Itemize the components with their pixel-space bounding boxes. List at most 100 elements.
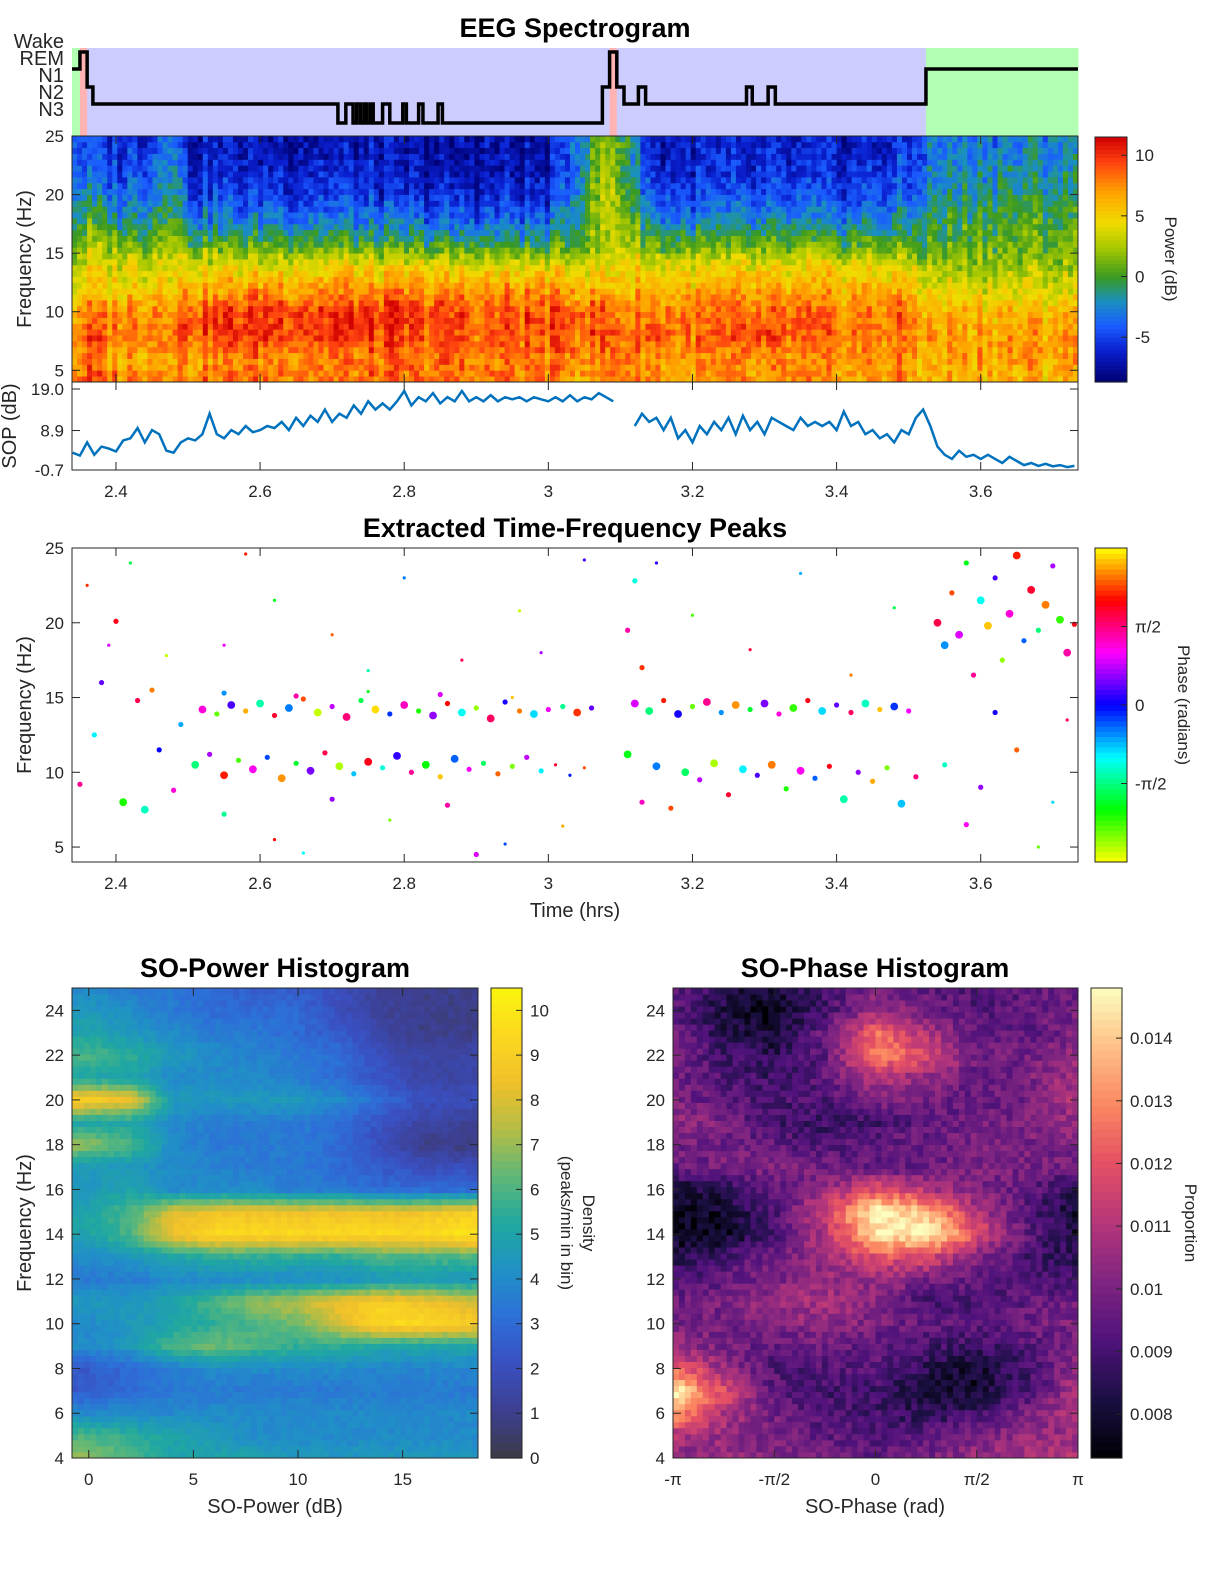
spectrogram-cell: [620, 358, 626, 365]
spectrogram-cell: [142, 364, 148, 371]
spectrogram-cell: [293, 188, 299, 195]
spectrogram-cell: [258, 264, 264, 272]
plot-layer: WakeREMN1N2N3510152025-50510-0.78.919.02…: [14, 31, 1173, 1489]
spectrogram-cell: [368, 206, 375, 213]
spectrogram-cell: [147, 165, 153, 172]
spectrogram-cell: [580, 206, 586, 213]
spectrogram-cell: [182, 235, 189, 242]
spectrogram-cell: [459, 159, 465, 166]
spectrogram-cell: [534, 311, 541, 318]
spectrogram-cell: [117, 223, 123, 231]
spectrogram-cell: [610, 235, 616, 242]
spectrogram-cell: [640, 188, 646, 195]
spectrogram-cell: [429, 264, 435, 272]
spectrogram-cell: [559, 229, 566, 236]
spectrogram-cell: [524, 218, 531, 225]
spectrogram-cell: [353, 346, 360, 354]
spectrogram-cell: [393, 264, 400, 272]
spectrogram-cell: [298, 165, 304, 172]
spectrogram-cell: [444, 341, 450, 348]
spectrogram-cell: [202, 177, 209, 184]
spectrogram-cell: [162, 229, 168, 236]
spectrogram-cell: [544, 165, 551, 172]
spectrogram-cell: [313, 323, 319, 330]
spectrogram-cell: [308, 253, 314, 260]
spectrogram-cell: [464, 294, 470, 301]
spectrogram-cell: [489, 141, 495, 149]
spectrogram-cell: [207, 376, 214, 383]
spectrogram-cell: [92, 329, 98, 336]
spectrogram-cell: [72, 276, 78, 283]
spectrogram-cell: [585, 171, 591, 178]
spectrogram-cell: [253, 159, 259, 166]
hypnogram-stage-band: [382, 48, 391, 136]
spectrogram-cell: [580, 218, 586, 225]
spectrogram-cell: [509, 153, 516, 160]
spectrogram-cell: [237, 218, 244, 225]
spectrogram-cell: [97, 341, 103, 348]
spectrogram-cell: [318, 264, 324, 272]
spectrogram-cell: [313, 264, 319, 272]
spectrogram-cell: [524, 147, 531, 154]
spectrogram-cell: [328, 346, 334, 354]
spectrogram-cell: [268, 200, 274, 207]
spectrogram-cell: [378, 206, 385, 213]
spectrogram-cell: [258, 305, 264, 313]
spectrogram-cell: [278, 218, 284, 225]
spectrogram-cell: [509, 329, 516, 336]
spectrogram-cell: [554, 136, 561, 143]
spectrogram-cell: [388, 300, 395, 307]
spectrogram-cell: [625, 270, 631, 277]
spectrogram-cell: [403, 329, 410, 336]
spectrogram-cell: [544, 218, 551, 225]
spectrogram-cell: [333, 311, 339, 318]
spectrogram-cell: [278, 200, 284, 207]
spectrogram-cell: [620, 235, 626, 242]
hypnogram-stage-band: [366, 48, 371, 136]
spectrogram-cell: [454, 241, 460, 248]
spectrogram-cell: [640, 136, 646, 143]
spectrogram-cell: [122, 153, 128, 160]
spectrogram-cell: [419, 264, 425, 272]
spectrogram-cell: [202, 165, 209, 172]
spectrogram-cell: [489, 323, 495, 330]
spectrogram-cell: [77, 212, 83, 219]
spectrogram-cell: [424, 229, 430, 236]
spectrogram-cell: [630, 141, 636, 149]
spectrogram-cell: [82, 376, 88, 383]
spectrogram-cell: [338, 253, 345, 260]
spectrogram-cell: [187, 300, 194, 307]
spectrogram-cell: [172, 212, 179, 219]
spectrogram-cell: [232, 311, 239, 318]
spectrogram-cell: [293, 136, 299, 143]
spectrogram-cell: [595, 141, 601, 149]
spectrogram-cell: [192, 177, 199, 184]
spectrogram-cell: [258, 270, 264, 277]
spectrogram-cell: [77, 177, 83, 184]
spectrogram-cell: [268, 153, 274, 160]
spectrogram-cell: [147, 147, 153, 154]
spectrogram-cell: [308, 235, 314, 242]
spectrogram-cell: [308, 141, 314, 149]
spectrogram-cell: [177, 206, 184, 213]
spectrogram-cell: [414, 358, 420, 365]
spectrogram-cell: [655, 253, 661, 260]
spectrogram-cell: [590, 317, 596, 324]
spectrogram-cell: [655, 141, 661, 149]
spectrogram-cell: [192, 364, 199, 371]
spectrogram-cell: [640, 358, 646, 365]
spectrogram-cell: [459, 323, 465, 330]
spectrogram-cell: [403, 229, 410, 236]
spectrogram-cell: [514, 288, 521, 295]
spectrogram-cell: [222, 182, 229, 190]
spectrogram-cell: [645, 165, 651, 172]
spectrogram-cell: [444, 352, 450, 359]
spectrogram-cell: [544, 229, 551, 236]
spectrogram-cell: [288, 311, 294, 318]
spectrogram-cell: [278, 141, 284, 149]
spectrogram-cell: [434, 153, 440, 160]
spectrogram-cell: [439, 206, 445, 213]
spectrogram-cell: [419, 364, 425, 371]
spectrogram-cell: [227, 282, 234, 289]
spectrogram-cell: [499, 300, 505, 307]
